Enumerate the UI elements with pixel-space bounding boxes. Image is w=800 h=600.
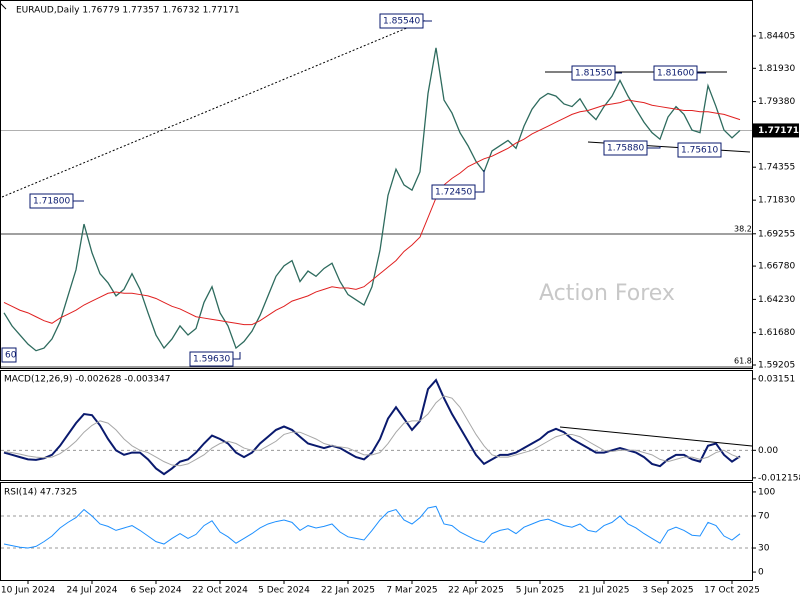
annotation-connector: [475, 170, 485, 193]
annotation-label: 1.75610: [681, 146, 718, 156]
macd-trend: [559, 426, 753, 447]
last-price-label: 1.77171: [758, 126, 799, 136]
x-tick-label: 17 Oct 2025: [704, 586, 760, 596]
annotation-label: 60: [5, 351, 17, 361]
annotation-label: 1.75880: [607, 144, 644, 154]
x-tick-label: 5 Dec 2024: [258, 586, 310, 596]
y-tick-label: 1.74355: [758, 163, 795, 173]
annotation-box: [653, 65, 698, 81]
y-tick-label: 1.61680: [758, 328, 795, 338]
y-tick-label: -0.012158: [758, 473, 800, 483]
annotation-box: [677, 142, 722, 158]
series-line: [3, 505, 741, 549]
y-tick-label: 1.66780: [758, 262, 795, 272]
corner-arrow: [0, 2, 7, 10]
annotation-box: [603, 140, 648, 156]
annotation-label: 1.85540: [383, 17, 420, 27]
rsi-panel: [0, 482, 753, 581]
y-tick-label: 100: [758, 487, 775, 497]
x-tick-label: 24 Jul 2024: [67, 586, 118, 596]
y-tick-label: 1.69255: [758, 229, 795, 239]
y-tick-label: 0.00: [758, 446, 778, 456]
annotation-label: 1.71800: [33, 197, 70, 207]
y-tick-label: 0.03151: [758, 374, 795, 384]
y-tick-label: 1.84405: [758, 31, 795, 41]
price-panel: [0, 0, 753, 369]
y-tick-label: 1.79380: [758, 97, 795, 107]
series-line: [3, 378, 741, 476]
series-line: [3, 47, 741, 352]
series-line: [3, 99, 741, 326]
annotation-box: [1, 347, 17, 363]
annotation-box: [379, 13, 424, 29]
panel-title: EURAUD,Daily 1.76779 1.77357 1.76732 1.7…: [16, 6, 240, 16]
annotation-label: 1.72450: [435, 188, 472, 198]
x-tick-label: 22 Apr 2025: [448, 586, 504, 596]
trend-dotted: [1, 19, 427, 198]
panel-title: MACD(12,26,9) -0.002628 -0.003347: [4, 375, 170, 385]
annotation-label: 1.81600: [657, 69, 694, 79]
series-line: [3, 395, 741, 467]
x-tick-label: 22 Oct 2024: [192, 586, 248, 596]
y-tick-label: 1.64230: [758, 295, 795, 305]
x-tick-label: 7 Mar 2025: [386, 586, 437, 596]
x-tick-label: 3 Sep 2025: [642, 586, 693, 596]
fib-label: 61.8: [734, 357, 752, 366]
annotation-box: [29, 193, 74, 209]
x-tick-label: 6 Sep 2024: [130, 586, 182, 596]
last-price-box: [753, 123, 799, 138]
annotation-label: 1.59630: [193, 355, 230, 365]
annotation-box: [431, 184, 476, 200]
y-tick-label: 1.59205: [758, 360, 795, 370]
x-tick-label: 22 Jan 2025: [321, 586, 375, 596]
watermark: Action Forex: [539, 281, 675, 306]
y-tick-label: 30: [758, 544, 770, 554]
x-tick-label: 21 Jul 2025: [579, 586, 630, 596]
x-tick-label: 10 Jun 2024: [1, 586, 55, 596]
y-tick-label: 1.71830: [758, 196, 795, 206]
annotation-box: [189, 351, 234, 367]
annotation-connector: [233, 352, 241, 360]
fib-label: 38.2: [734, 225, 752, 234]
annotation-connector: [647, 146, 661, 149]
macd-panel: [0, 370, 753, 481]
y-tick-label: 1.81930: [758, 64, 795, 74]
annotation-box: [571, 65, 616, 81]
panel-title: RSI(14) 47.7325: [4, 488, 77, 498]
annotation-label: 1.81550: [575, 69, 612, 79]
y-tick-label: 70: [758, 511, 770, 521]
x-tick-label: 5 Jun 2025: [516, 586, 564, 596]
y-tick-label: 0: [758, 568, 764, 578]
